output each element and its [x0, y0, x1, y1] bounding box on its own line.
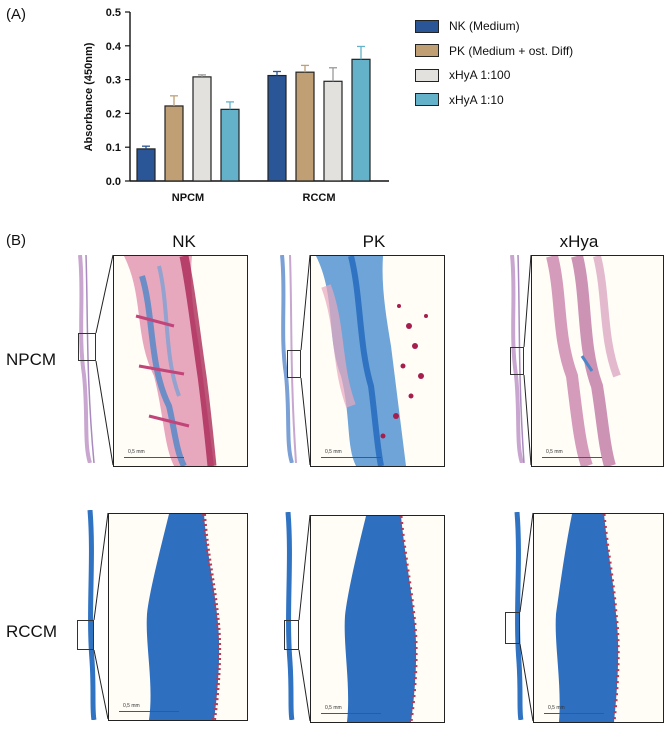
scale-bar	[321, 713, 381, 714]
rccm-nk-overview	[76, 510, 106, 720]
npcm-pk-zoom: 0,5 mm	[310, 255, 445, 467]
scale-bar	[544, 713, 604, 714]
npcm-nk-zoom: 0,5 mm	[113, 255, 248, 467]
legend-swatch	[415, 44, 439, 57]
npcm-pk-roi	[287, 350, 301, 378]
rccm-nk-zoom: 0,5 mm	[108, 513, 248, 721]
legend-label: xHyA 1:100	[449, 68, 511, 82]
y-tick-label: 0.0	[106, 176, 121, 188]
rccm-xhya-zoom: 0,5 mm	[533, 513, 664, 723]
rccm-pk-zoom: 0,5 mm	[310, 515, 445, 723]
rccm-pk-roi	[284, 620, 299, 650]
row-header-npcm: NPCM	[6, 350, 57, 369]
npcm-xhya-roi	[510, 347, 524, 375]
scale-bar-label: 0,5 mm	[548, 705, 565, 711]
legend-label: NK (Medium)	[449, 19, 520, 33]
legend-swatch	[415, 93, 439, 106]
row-header-rccm: RCCM	[6, 622, 57, 641]
rccm-pk-overview	[276, 512, 306, 720]
scale-bar	[542, 457, 602, 458]
column-header-xhya: xHya	[559, 232, 599, 251]
legend-label: xHyA 1:10	[449, 92, 504, 107]
scale-bar	[321, 457, 381, 458]
scale-bar-label: 0,5 mm	[546, 449, 563, 455]
legend-label: PK (Medium + ost. Diff)	[449, 43, 574, 58]
scale-bar-label: 0,5 mm	[123, 703, 140, 709]
panel-b-label: (B)	[6, 232, 26, 249]
scale-bar	[124, 457, 184, 458]
panel-a-label: (A)	[6, 6, 26, 23]
legend-item: xHyA 1:10	[415, 88, 573, 112]
npcm-nk-overview	[66, 255, 108, 463]
y-axis-title: Absorbance (450nm)	[83, 42, 95, 151]
y-tick-label: 0.2	[106, 108, 121, 120]
npcm-nk-roi	[78, 333, 96, 361]
legend-swatch	[415, 68, 439, 82]
scale-bar	[119, 711, 179, 712]
y-tick-label: 0.5	[106, 7, 121, 19]
y-tick-label: 0.3	[106, 75, 121, 87]
scale-bar-label: 0,5 mm	[325, 705, 342, 711]
rccm-xhya-overview	[503, 512, 533, 720]
legend-item: xHyA 1:100	[415, 63, 573, 87]
y-tick-label: 0.4	[106, 41, 122, 53]
absorbance-bar-chart: 0.0 0.1 0.2 0.3 0.4 0.5 NPCM RCCM Absorbance (4…	[83, 7, 389, 204]
legend-item: NK (Medium)	[415, 14, 573, 38]
legend-swatch	[415, 19, 439, 33]
y-tick-label: 0.1	[106, 142, 121, 154]
chart-legend: NK (Medium) PK (Medium + ost. Diff) xHyA…	[415, 14, 573, 112]
column-header-nk: NK	[172, 232, 196, 251]
scale-bar-label: 0,5 mm	[325, 449, 342, 455]
rccm-nk-roi	[77, 620, 94, 650]
legend-item: PK (Medium + ost. Diff)	[415, 39, 573, 63]
scale-bar-label: 0,5 mm	[128, 449, 145, 455]
column-header-pk: PK	[362, 232, 386, 251]
npcm-xhya-zoom: 0,5 mm	[531, 255, 664, 467]
rccm-xhya-roi	[505, 612, 520, 644]
npcm-pk-overview	[270, 255, 312, 463]
x-category-label: NPCM	[172, 192, 204, 204]
x-category-label: RCCM	[303, 192, 336, 204]
